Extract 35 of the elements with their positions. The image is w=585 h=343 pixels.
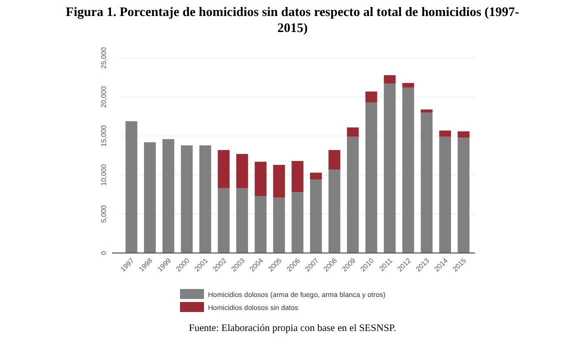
bar [292,160,304,192]
bar [458,138,470,253]
bar [199,145,212,253]
bar [310,172,322,180]
bar [310,180,322,253]
bar [254,196,266,253]
bar [328,150,340,170]
bar [292,192,304,253]
bar [365,92,378,102]
bar [218,150,230,188]
bar [236,154,248,188]
bar [144,142,156,253]
bar [126,121,138,253]
chart-title: Figura 1. Porcentaje de homicidios sin datos respecto al total de homicidios (1997-2015) [66,4,520,35]
bar [365,102,378,253]
bar [346,127,359,137]
bar [273,164,285,198]
bar [458,131,470,138]
bar [420,112,433,253]
bar [402,82,414,88]
bar [384,84,396,253]
bar [384,75,396,84]
bar [439,130,452,137]
bar [254,162,266,196]
bar [328,170,340,253]
bar [420,109,433,113]
bar [273,198,285,253]
bar [162,139,174,253]
bar [218,188,230,253]
bar [439,136,452,253]
bar [402,88,414,253]
bar [236,188,248,253]
bar [180,145,193,253]
source-note: Fuente: Elaboración propia con base en el SESNSP. [188,323,396,334]
bar [346,136,359,253]
